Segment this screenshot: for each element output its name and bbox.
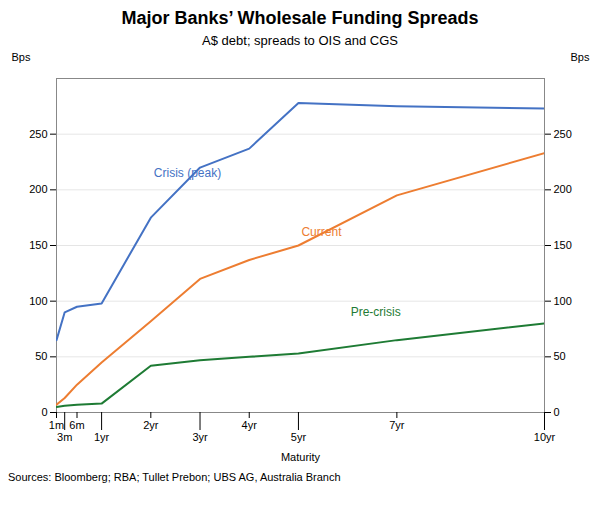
svg-text:200: 200 bbox=[554, 183, 572, 195]
svg-text:1yr: 1yr bbox=[94, 431, 110, 443]
svg-text:6m: 6m bbox=[69, 419, 84, 431]
svg-text:Bps: Bps bbox=[12, 51, 31, 63]
svg-text:Bps: Bps bbox=[571, 51, 590, 63]
svg-text:4yr: 4yr bbox=[242, 419, 258, 431]
svg-text:7yr: 7yr bbox=[389, 419, 405, 431]
svg-text:150: 150 bbox=[29, 239, 47, 251]
svg-text:1m: 1m bbox=[49, 419, 64, 431]
svg-text:200: 200 bbox=[29, 183, 47, 195]
svg-text:250: 250 bbox=[554, 128, 572, 140]
svg-text:Crisis (peak): Crisis (peak) bbox=[154, 166, 221, 180]
svg-text:2yr: 2yr bbox=[143, 419, 159, 431]
svg-text:5yr: 5yr bbox=[291, 431, 307, 443]
html-text:A$ debt; spreads to OIS and CG: A$ debt; spreads to OIS and CGS bbox=[202, 33, 398, 48]
svg-text:150: 150 bbox=[554, 239, 572, 251]
svg-text:Pre-crisis: Pre-crisis bbox=[351, 305, 401, 319]
html-text:Sources: Bloomberg; RBA; Tulle: Sources: Bloomberg; RBA; Tullet Prebon; … bbox=[8, 471, 341, 483]
svg-text:50: 50 bbox=[554, 350, 566, 362]
svg-text:Current: Current bbox=[301, 225, 342, 239]
svg-text:100: 100 bbox=[554, 295, 572, 307]
svg-text:3yr: 3yr bbox=[192, 431, 208, 443]
svg-text:Maturity: Maturity bbox=[281, 451, 321, 463]
svg-text:0: 0 bbox=[554, 406, 560, 418]
svg-text:250: 250 bbox=[29, 128, 47, 140]
html-text:Major Banks’ Wholesale Funding: Major Banks’ Wholesale Funding Spreads bbox=[121, 8, 479, 28]
svg-text:0: 0 bbox=[41, 406, 47, 418]
svg-text:50: 50 bbox=[35, 350, 47, 362]
svg-text:10yr: 10yr bbox=[534, 431, 556, 443]
svg-text:100: 100 bbox=[29, 295, 47, 307]
svg-text:3m: 3m bbox=[57, 431, 72, 443]
